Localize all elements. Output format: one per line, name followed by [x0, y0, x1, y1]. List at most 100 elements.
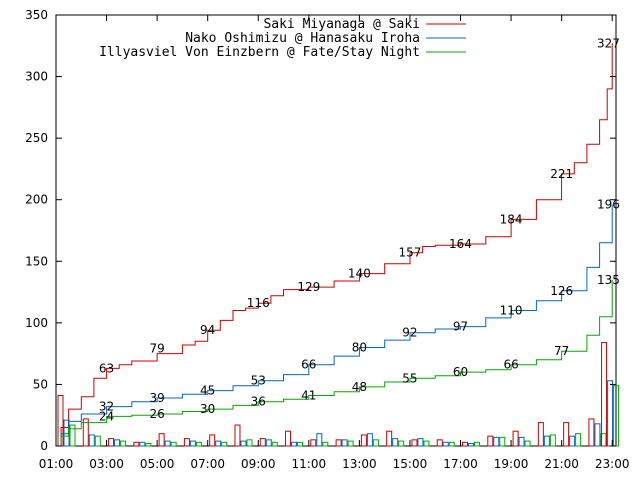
data-label-nako-oshimizu-hanasaku-iroha: 53 [251, 374, 266, 388]
data-label-saki-miyanaga-saki: 164 [449, 237, 472, 251]
data-label-nako-oshimizu-hanasaku-iroha: 196 [597, 198, 620, 212]
bar-nako-oshimizu-hanasaku-iroha [88, 434, 95, 447]
bar-nako-oshimizu-hanasaku-iroha [291, 441, 298, 447]
data-label-illyasviel-von-einzbern-fate-stay-night: 55 [402, 371, 417, 385]
data-label-illyasviel-von-einzbern-fate-stay-night: 77 [554, 344, 569, 358]
bar-illyasviel-von-einzbern-fate-stay-night [347, 440, 354, 447]
bar-nako-oshimizu-hanasaku-iroha [240, 440, 247, 447]
bar-nako-oshimizu-hanasaku-iroha [341, 439, 348, 447]
bar-nako-oshimizu-hanasaku-iroha [392, 438, 399, 447]
x-tick-label: 21:00 [544, 457, 579, 471]
data-label-illyasviel-von-einzbern-fate-stay-night: 48 [352, 380, 367, 394]
y-tick-label: 300 [25, 70, 48, 84]
x-tick-label: 09:00 [241, 457, 276, 471]
data-label-illyasviel-von-einzbern-fate-stay-night: 24 [99, 409, 114, 423]
x-tick-label: 01:00 [39, 457, 74, 471]
bar-saki-miyanaga-saki [411, 439, 418, 447]
bar-saki-miyanaga-saki [335, 439, 342, 447]
bar-illyasviel-von-einzbern-fate-stay-night [221, 441, 228, 447]
bar-illyasviel-von-einzbern-fate-stay-night [524, 440, 531, 447]
data-label-illyasviel-von-einzbern-fate-stay-night: 41 [301, 389, 316, 403]
y-tick-label: 0 [40, 439, 48, 453]
data-label-illyasviel-von-einzbern-fate-stay-night: 135 [597, 273, 620, 287]
x-tick-label: 05:00 [140, 457, 175, 471]
y-tick-label: 350 [25, 8, 48, 22]
bar-nako-oshimizu-hanasaku-iroha [493, 436, 500, 447]
bar-nako-oshimizu-hanasaku-iroha [139, 441, 146, 447]
legend-entry-label: Nako Oshimizu @ Hanasaku Iroha [185, 31, 420, 46]
bar-saki-miyanaga-saki [512, 430, 519, 447]
y-tick-label: 100 [25, 316, 48, 330]
bar-saki-miyanaga-saki [82, 418, 89, 447]
plot-frame [55, 14, 617, 447]
bar-saki-miyanaga-saki [259, 438, 266, 447]
bar-illyasviel-von-einzbern-fate-stay-night [499, 436, 506, 447]
bar-illyasviel-von-einzbern-fate-stay-night [195, 441, 202, 447]
bar-saki-miyanaga-saki [57, 395, 64, 447]
bar-illyasviel-von-einzbern-fate-stay-night [120, 440, 127, 447]
data-label-saki-miyanaga-saki: 63 [99, 361, 114, 375]
bar-nako-oshimizu-hanasaku-iroha [468, 443, 475, 447]
bar-illyasviel-von-einzbern-fate-stay-night [372, 439, 379, 447]
bar-nako-oshimizu-hanasaku-iroha [316, 433, 323, 447]
data-label-saki-miyanaga-saki: 79 [149, 342, 164, 356]
bar-saki-miyanaga-saki [386, 430, 393, 447]
data-label-nako-oshimizu-hanasaku-iroha: 32 [99, 400, 114, 414]
bar-nako-oshimizu-hanasaku-iroha [265, 439, 272, 447]
axes: 0 50 100 150 200 250 300 350 01:00 03:00 05:00 07:0… [25, 8, 629, 471]
data-label-saki-miyanaga-saki: 327 [597, 36, 620, 50]
bar-illyasviel-von-einzbern-fate-stay-night [575, 433, 582, 447]
bar-illyasviel-von-einzbern-fate-stay-night [423, 440, 430, 447]
legend-entry-label: Saki Miyanaga @ Saki [263, 17, 420, 32]
data-label-nako-oshimizu-hanasaku-iroha: 110 [500, 304, 523, 318]
bar-nako-oshimizu-hanasaku-iroha [569, 435, 576, 447]
bar-saki-miyanaga-saki [285, 430, 292, 447]
data-label-nako-oshimizu-hanasaku-iroha: 126 [550, 284, 573, 298]
data-label-saki-miyanaga-saki: 184 [500, 212, 523, 226]
x-tick-label: 23:00 [595, 457, 630, 471]
data-label-nako-oshimizu-hanasaku-iroha: 66 [301, 358, 316, 372]
data-label-saki-miyanaga-saki: 116 [247, 296, 270, 310]
bar-nako-oshimizu-hanasaku-iroha [366, 433, 373, 447]
bar-illyasviel-von-einzbern-fate-stay-night [549, 434, 556, 447]
legend-entry-label: Illyasviel Von Einzbern @ Fate/Stay Nigh… [99, 45, 420, 60]
bar-saki-miyanaga-saki [133, 441, 140, 447]
bar-illyasviel-von-einzbern-fate-stay-night [613, 385, 620, 447]
data-label-nako-oshimizu-hanasaku-iroha: 39 [149, 391, 164, 405]
bar-saki-miyanaga-saki [601, 342, 608, 447]
data-label-nako-oshimizu-hanasaku-iroha: 92 [402, 326, 417, 340]
bar-illyasviel-von-einzbern-fate-stay-night [297, 441, 304, 447]
series-lines [56, 43, 613, 447]
bar-illyasviel-von-einzbern-fate-stay-night [322, 441, 329, 447]
bar-illyasviel-von-einzbern-fate-stay-night [398, 440, 405, 447]
data-label-illyasviel-von-einzbern-fate-stay-night: 66 [503, 358, 518, 372]
bar-illyasviel-von-einzbern-fate-stay-night [145, 443, 152, 447]
x-tick-label: 15:00 [393, 457, 428, 471]
y-tick-label: 50 [33, 377, 48, 391]
data-label-saki-miyanaga-saki: 94 [200, 323, 215, 337]
series-line-nako-oshimizu-hanasaku-iroha [56, 204, 613, 447]
x-tick-label: 13:00 [342, 457, 377, 471]
y-tick-label: 150 [25, 254, 48, 268]
data-label-nako-oshimizu-hanasaku-iroha: 97 [453, 320, 468, 334]
bar-nako-oshimizu-hanasaku-iroha [114, 439, 121, 447]
bar-illyasviel-von-einzbern-fate-stay-night [69, 424, 76, 447]
hourly-bars [57, 342, 620, 447]
bar-saki-miyanaga-saki [108, 438, 115, 447]
bar-saki-miyanaga-saki [436, 439, 443, 447]
data-label-nako-oshimizu-hanasaku-iroha: 80 [352, 340, 367, 354]
bar-illyasviel-von-einzbern-fate-stay-night [246, 439, 253, 447]
x-tick-label: 07:00 [190, 457, 225, 471]
bar-nako-oshimizu-hanasaku-iroha [607, 380, 614, 447]
bar-nako-oshimizu-hanasaku-iroha [594, 423, 601, 447]
bar-illyasviel-von-einzbern-fate-stay-night [170, 441, 177, 447]
data-label-saki-miyanaga-saki: 129 [297, 280, 320, 294]
bar-nako-oshimizu-hanasaku-iroha [215, 440, 222, 447]
y-tick-label: 200 [25, 193, 48, 207]
x-tick-label: 19:00 [494, 457, 529, 471]
bar-nako-oshimizu-hanasaku-iroha [417, 438, 424, 447]
data-label-saki-miyanaga-saki: 221 [550, 167, 573, 181]
bar-illyasviel-von-einzbern-fate-stay-night [94, 435, 101, 447]
series-line-illyasviel-von-einzbern-fate-stay-night [56, 279, 613, 447]
